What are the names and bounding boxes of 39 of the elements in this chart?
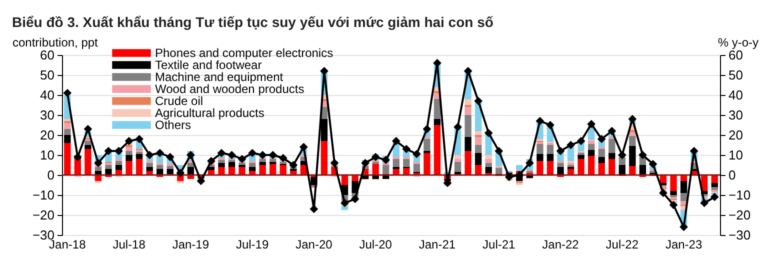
y-tick-label: 10 [40, 148, 54, 162]
y-tick-label: 20 [40, 128, 54, 142]
y2-tick-label: 40 [728, 88, 743, 102]
y-tick-label: 60 [40, 48, 54, 62]
legend-label: Textile and footwear [155, 58, 262, 72]
y2-tick-label: 10 [728, 148, 743, 162]
y-tick-label: 0 [47, 168, 54, 182]
chart-title: Biểu đồ 3. Xuất khẩu tháng Tư tiếp tục suy yếu với mức giảm hai con số [12, 14, 494, 30]
y2-tick-label: −10 [728, 188, 751, 202]
legend-label: Agricultural products [155, 106, 264, 120]
x-tick-label: Jul-21 [482, 238, 516, 252]
x-tick-label: Jan-21 [418, 238, 456, 252]
x-tick-label: Jan-19 [172, 238, 210, 252]
x-tick-label: Jan-20 [296, 238, 333, 252]
legend-label: Wood and wooden products [155, 82, 304, 96]
y2-tick-label: −30 [728, 228, 751, 242]
y2-tick-label: 0 [728, 168, 736, 182]
y2-tick-label: 50 [728, 68, 743, 82]
x-tick-label: Jan-22 [542, 238, 580, 252]
legend-label: Crude oil [155, 94, 204, 108]
y-tick-label: −10 [32, 188, 54, 202]
y-axis-title: contribution, ppt [12, 36, 99, 50]
y2-tick-label: −20 [728, 208, 751, 222]
x-tick-label: Jan-23 [665, 238, 702, 252]
x-tick-label: Jul-19 [236, 238, 269, 252]
y2-axis-title: % y-o-y [718, 36, 758, 50]
y2-tick-label: 60 [728, 48, 743, 62]
y-tick-label: 30 [40, 108, 54, 122]
y-tick-label: 40 [40, 88, 54, 102]
legend-label: Others [155, 118, 192, 132]
x-tick-label: Jul-22 [606, 238, 639, 252]
legend-label: Phones and computer electronics [155, 46, 334, 60]
legend-label: Machine and equipment [155, 70, 284, 84]
y-tick-label: −20 [32, 208, 54, 222]
y2-tick-label: 30 [728, 108, 743, 122]
x-tick-label: Jul-20 [359, 238, 392, 252]
y-tick-label: 50 [40, 68, 54, 82]
x-tick-label: Jul-18 [112, 238, 146, 252]
y2-tick-label: 20 [728, 128, 743, 142]
